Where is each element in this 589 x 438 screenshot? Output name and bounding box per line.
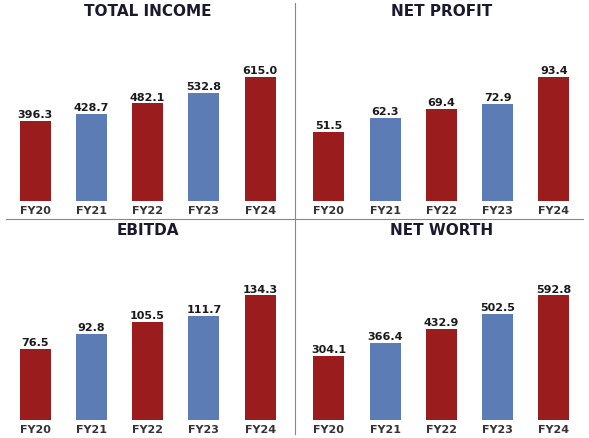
Text: 51.5: 51.5 [315,121,343,131]
Bar [19,349,51,420]
Text: 93.4: 93.4 [540,66,568,76]
Text: 111.7: 111.7 [186,305,221,315]
Bar [76,115,107,201]
Bar [132,322,163,420]
Bar [426,110,457,201]
Bar [482,314,513,420]
Text: 532.8: 532.8 [186,82,221,92]
Text: 366.4: 366.4 [368,331,403,341]
Bar [313,356,345,420]
Text: 69.4: 69.4 [428,98,455,107]
Text: 72.9: 72.9 [484,93,511,103]
Text: 482.1: 482.1 [130,92,166,102]
Bar [538,78,570,201]
Bar [76,334,107,420]
Text: 428.7: 428.7 [74,103,109,113]
Bar [132,104,163,201]
Title: TOTAL INCOME: TOTAL INCOME [84,4,211,19]
Text: 396.3: 396.3 [18,110,53,120]
Bar [19,121,51,201]
Text: 62.3: 62.3 [372,107,399,117]
Text: 502.5: 502.5 [480,303,515,313]
Bar [244,78,276,201]
Text: 615.0: 615.0 [243,66,277,76]
Bar [188,317,219,420]
Bar [188,94,219,201]
Bar [370,343,401,420]
Title: NET PROFIT: NET PROFIT [391,4,492,19]
Text: 432.9: 432.9 [423,318,459,327]
Bar [370,119,401,201]
Bar [538,296,570,420]
Text: 92.8: 92.8 [78,322,105,332]
Bar [313,133,345,201]
Bar [244,296,276,420]
Text: 105.5: 105.5 [130,311,165,321]
Title: NET WORTH: NET WORTH [390,223,493,237]
Bar [482,105,513,201]
Bar [426,329,457,420]
Title: EBITDA: EBITDA [117,223,179,237]
Text: 304.1: 304.1 [312,344,346,354]
Text: 592.8: 592.8 [536,284,571,294]
Text: 76.5: 76.5 [21,337,49,347]
Text: 134.3: 134.3 [243,284,277,294]
